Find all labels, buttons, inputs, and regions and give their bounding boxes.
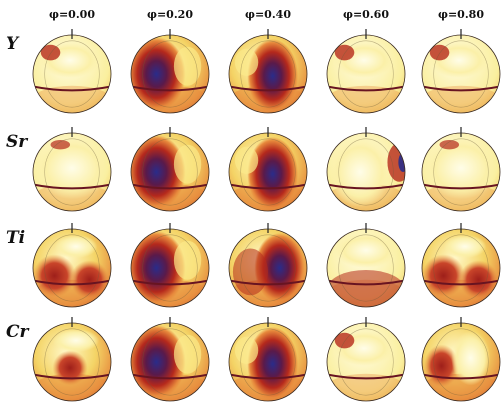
phase-label: φ=0.20	[147, 8, 193, 21]
equator-line	[422, 373, 500, 380]
element-label: Ti	[6, 228, 25, 248]
surface-map-sphere	[32, 317, 112, 402]
equator-line	[131, 279, 209, 286]
equator-line	[327, 85, 405, 92]
element-label: Sr	[6, 132, 28, 152]
surface-map-sphere	[421, 127, 501, 212]
equator-line	[422, 85, 500, 92]
surface-map-sphere	[130, 127, 210, 212]
surface-map-sphere	[326, 29, 406, 114]
equator-line	[327, 373, 405, 380]
phase-label: φ=0.40	[245, 8, 291, 21]
surface-map-sphere	[130, 29, 210, 114]
surface-map-sphere	[326, 127, 406, 212]
equator-line	[327, 183, 405, 190]
equator-line	[131, 373, 209, 380]
phase-label: φ=0.80	[438, 8, 484, 21]
equator-line	[33, 85, 111, 92]
surface-map-sphere	[326, 317, 406, 402]
element-label: Y	[6, 34, 20, 54]
surface-map-sphere	[228, 223, 308, 308]
surface-map-sphere	[421, 223, 501, 308]
equator-line	[33, 279, 111, 286]
surface-map-sphere	[228, 29, 308, 114]
equator-line	[229, 373, 307, 380]
surface-map-sphere	[421, 29, 501, 114]
surface-map-sphere	[326, 223, 406, 308]
equator-line	[33, 183, 111, 190]
equator-line	[131, 85, 209, 92]
surface-map-sphere	[421, 317, 501, 402]
equator-line	[33, 373, 111, 380]
surface-map-sphere	[32, 127, 112, 212]
equator-line	[229, 85, 307, 92]
element-label: Cr	[6, 322, 30, 342]
surface-map-sphere	[228, 317, 308, 402]
equator-line	[327, 279, 405, 286]
phase-label: φ=0.60	[343, 8, 389, 21]
equator-line	[229, 279, 307, 286]
equator-line	[229, 183, 307, 190]
equator-line	[422, 183, 500, 190]
surface-map-sphere	[32, 223, 112, 308]
equator-line	[131, 183, 209, 190]
surface-map-sphere	[228, 127, 308, 212]
surface-map-sphere	[130, 223, 210, 308]
surface-map-sphere	[32, 29, 112, 114]
surface-map-sphere	[130, 317, 210, 402]
phase-label: φ=0.00	[49, 8, 95, 21]
equator-line	[422, 279, 500, 286]
